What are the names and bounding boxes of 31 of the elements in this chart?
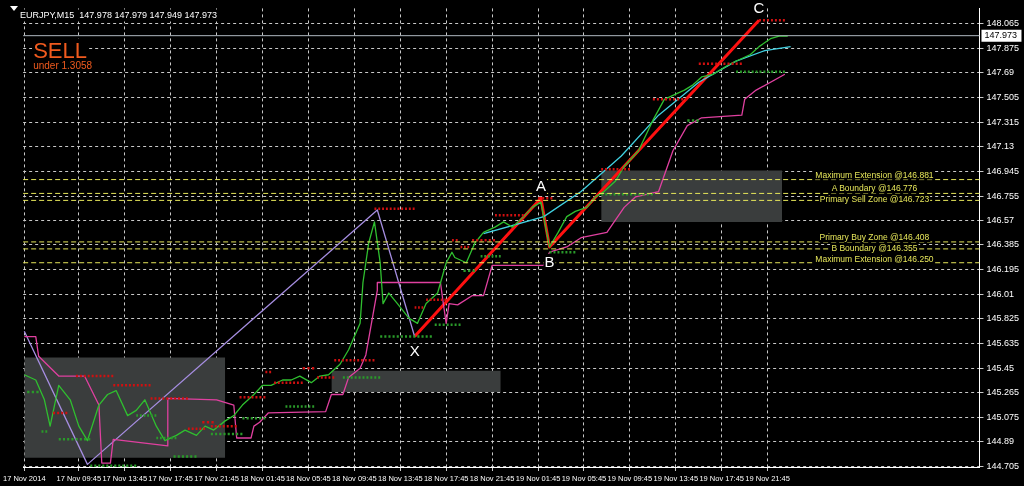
y-tick-label: 148.065 [986,18,1020,29]
ref-line-label: B Boundary @146.355 [831,242,918,253]
y-tick-label: 147.315 [986,116,1020,127]
y-tick-label: 146.945 [986,165,1020,176]
y-tick-label: 144.89 [986,436,1014,447]
annotation: A [535,176,546,194]
ref-line-label: A Boundary @146.776 [831,183,918,194]
y-tick-label: 145.45 [986,362,1014,373]
y-tick-label: 145.825 [986,313,1020,324]
y-tick-label: 146.57 [986,215,1014,226]
y-tick-label: 146.01 [986,288,1014,299]
y-tick-label: 147.69 [986,67,1014,78]
y-tick-label: 147.505 [986,91,1020,102]
y-tick-label: 146.755 [986,190,1020,201]
y-tick-label: 147.875 [986,43,1020,54]
ref-line-label: Maximum Extension @146.881 [815,169,934,180]
y-tick-label: 146.385 [986,239,1020,250]
ref-line-label: Primary Sell Zone @146.723 [819,194,930,205]
chart-title: EURJPY,M15 147.978 147.979 147.949 147.973 [20,9,217,20]
annotation: B [544,252,555,270]
annotation: C [753,0,765,16]
y-tick-label: 146.195 [986,264,1020,275]
ref-line-label: Primary Buy Zone @146.408 [819,231,930,242]
ref-line-label: Maximum Extension @146.250 [815,253,934,264]
y-tick-label: 145.635 [986,338,1020,349]
y-tick-label: 145.075 [986,412,1020,423]
ref-line-label: 147.973 [984,30,1018,41]
y-tick-label: 147.13 [986,141,1014,152]
y-tick-label: 145.265 [986,387,1020,398]
annotation: X [409,342,420,360]
y-tick-label: 144.705 [986,460,1020,471]
